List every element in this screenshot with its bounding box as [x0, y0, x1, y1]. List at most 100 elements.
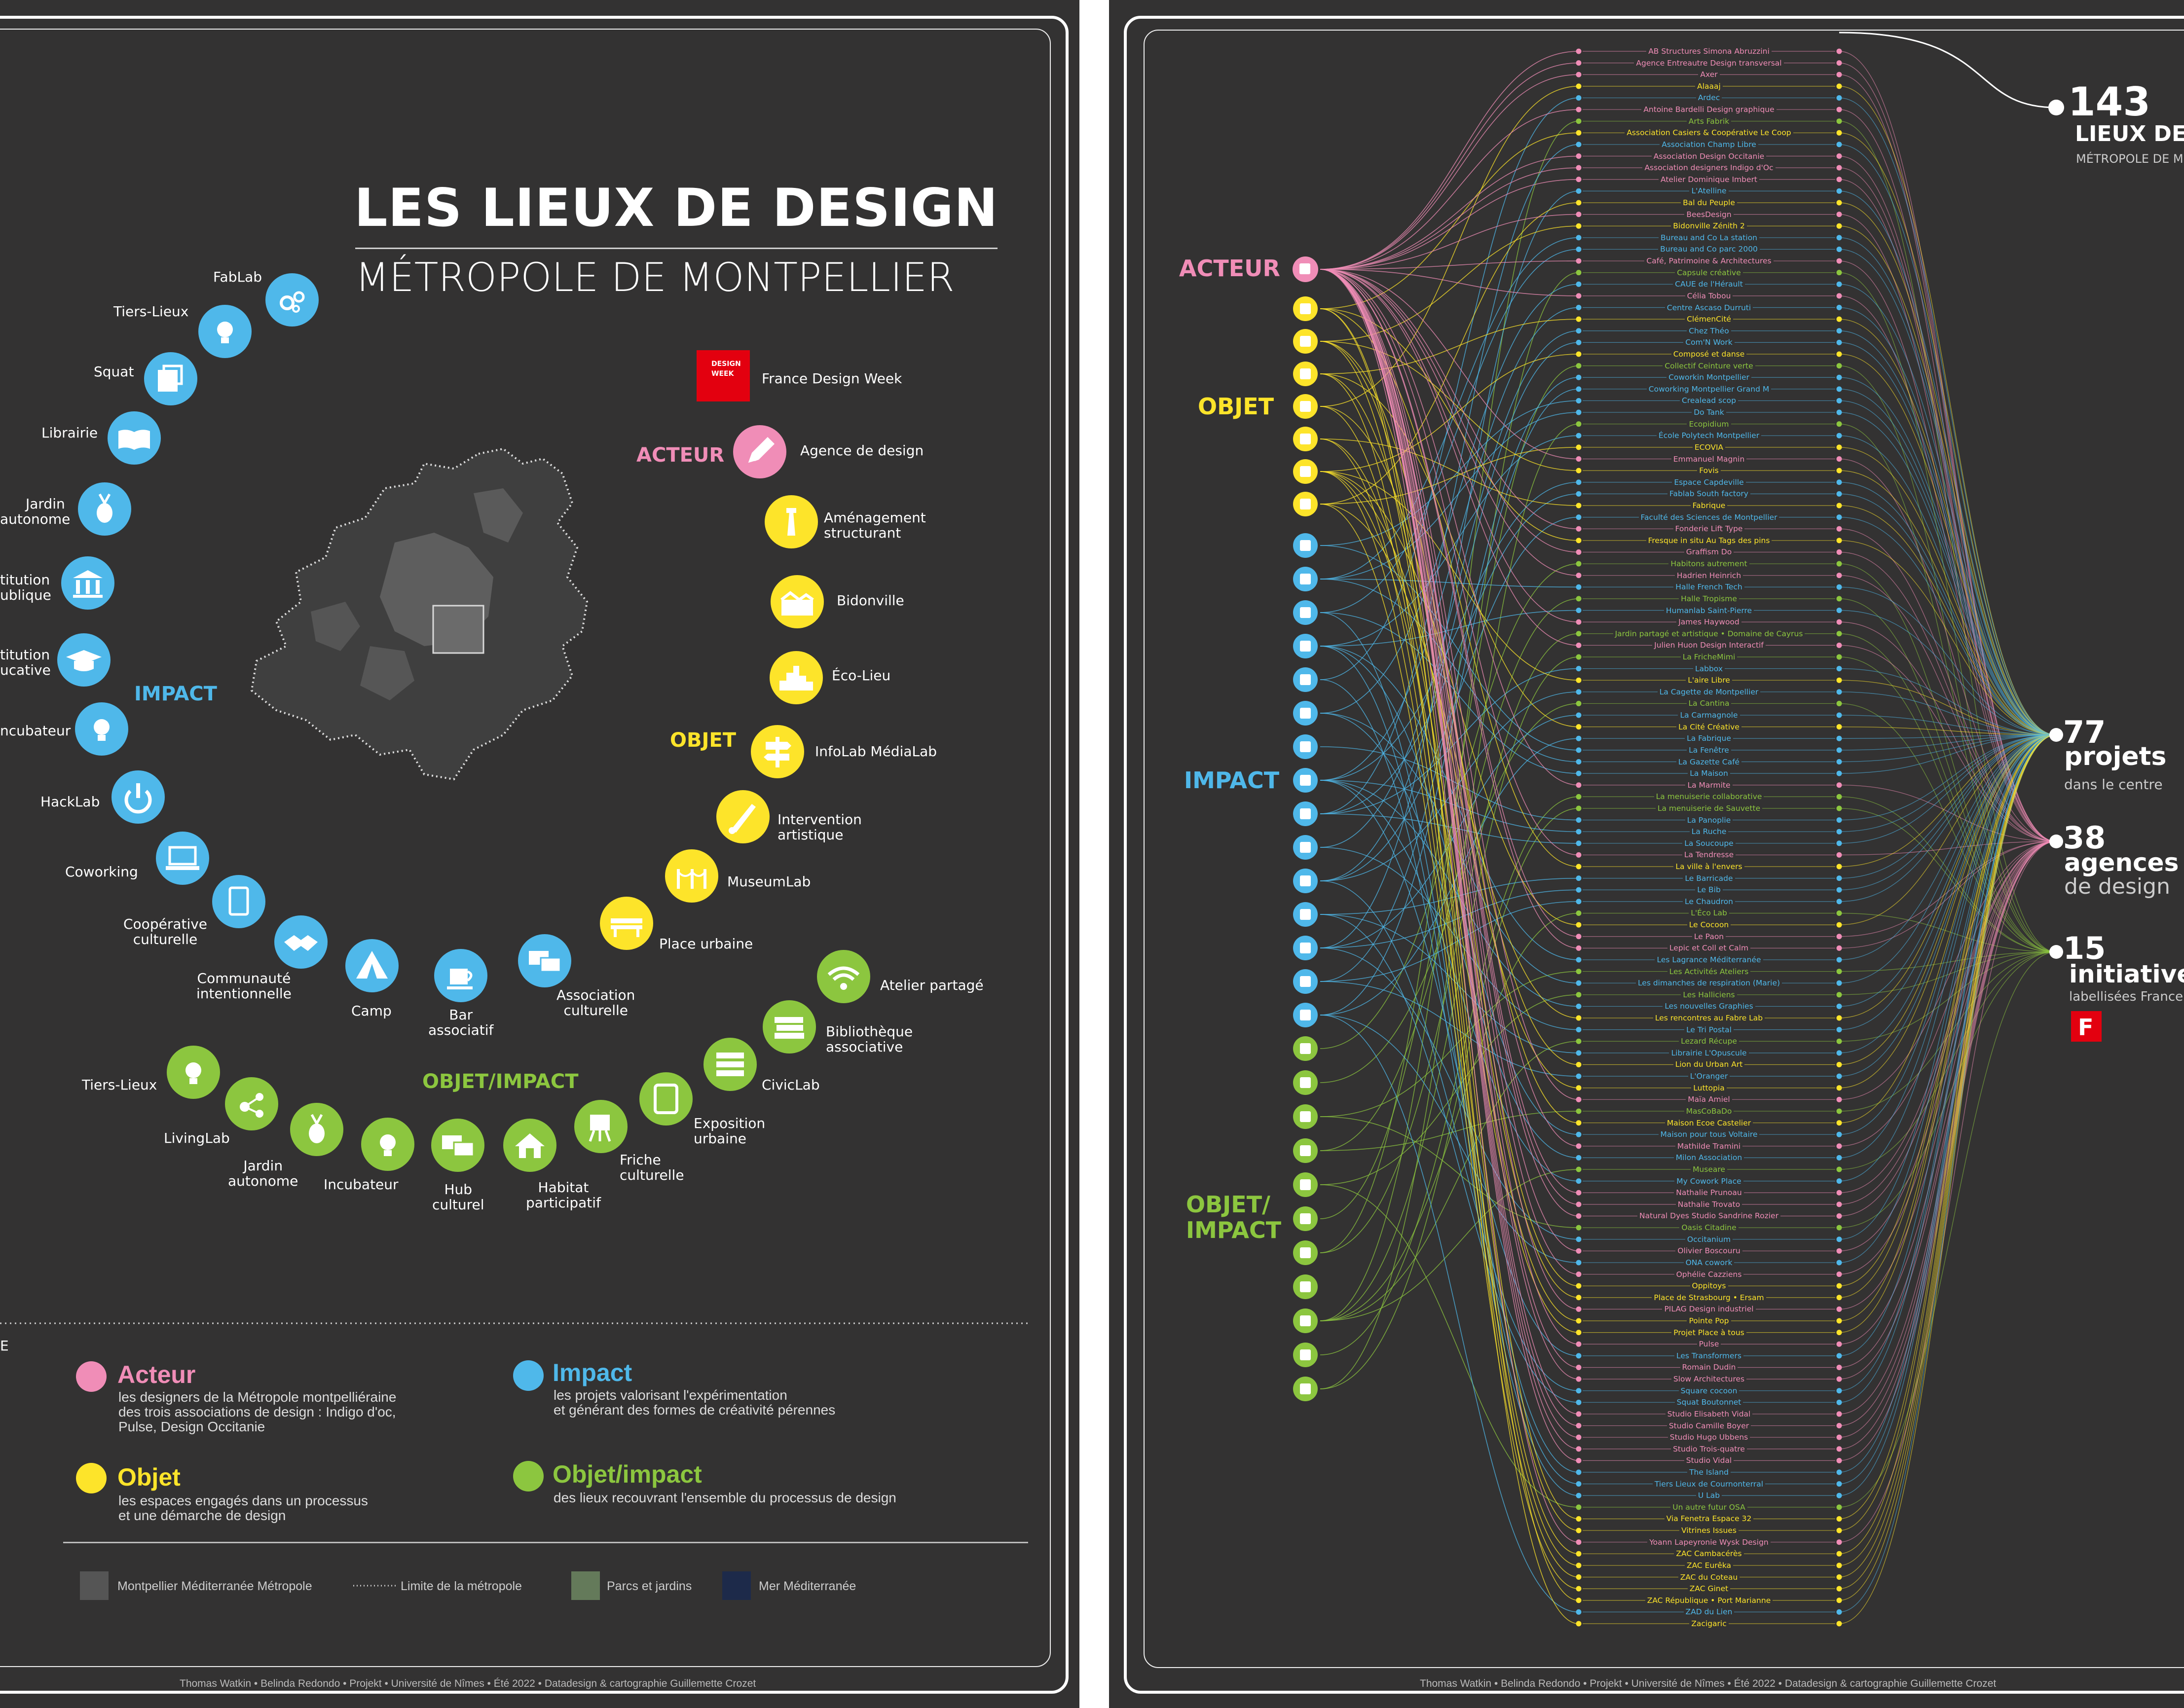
place-name: Nathalie Prunoau	[1586, 1188, 1832, 1198]
link-place-to-stat	[1839, 202, 2057, 735]
place-name: BeesDesign	[1586, 210, 1832, 219]
place-right-dot	[1836, 444, 1842, 450]
place-left-dot	[1576, 724, 1582, 730]
link-type-to-place	[1320, 471, 1579, 1089]
place-name: ZAC Eurêka	[1586, 1561, 1832, 1570]
place-right-dot	[1836, 1318, 1842, 1324]
link-type-to-place	[1320, 646, 1579, 1485]
place-name-text: Habitons autrement	[1668, 559, 1749, 569]
place-name: Librairie L'Opuscule	[1586, 1048, 1832, 1057]
type-habitat-participatif	[503, 1119, 556, 1172]
link-type-to-place	[1320, 796, 1579, 1355]
right-category-objet-impact: OBJET/IMPACT	[1186, 1191, 1282, 1243]
link-place-to-stat	[1839, 734, 2057, 774]
link-type-to-place	[1320, 481, 1579, 781]
link-place-to-stat	[1839, 470, 2057, 735]
place-right-dot	[1836, 1434, 1842, 1440]
link-type-to-place	[1320, 1041, 1579, 1321]
place-name-text: Nathalie Trovato	[1675, 1199, 1742, 1209]
place-left-dot	[1576, 1539, 1582, 1545]
place-left-dot	[1576, 1598, 1582, 1603]
place-left-dot	[1576, 654, 1582, 660]
category-objet-impact-label: OBJET/IMPACT	[422, 1070, 579, 1093]
place-right-dot	[1836, 48, 1842, 54]
place-left-dot	[1576, 235, 1582, 241]
place-left-dot	[1576, 305, 1582, 311]
link-type-to-place	[1320, 471, 1579, 1333]
poster-frame	[0, 16, 1069, 1694]
type-node-impact	[1293, 1003, 1318, 1027]
type-institution-educative	[57, 633, 111, 687]
place-name-text: Les Halliciens	[1681, 990, 1737, 999]
place-name: L'aire Libre	[1586, 676, 1832, 685]
link-place-to-stat	[1839, 412, 2057, 735]
place-right-dot	[1836, 1551, 1842, 1557]
place-name: Studio Hugo Ubbens	[1586, 1433, 1832, 1442]
place-right-dot	[1836, 433, 1842, 438]
place-name-text: Labbox	[1693, 664, 1725, 673]
place-name-text: La Fenêtre	[1687, 745, 1731, 755]
place-left-dot	[1576, 980, 1582, 986]
credits-footer-right: Thomas Watkin • Belinda Redondo • Projek…	[1420, 1678, 1997, 1689]
place-left-dot	[1576, 922, 1582, 928]
place-left-dot	[1576, 1527, 1582, 1533]
place-name: Alaaaj	[1586, 81, 1832, 91]
place-right-dot	[1836, 1516, 1842, 1522]
place-left-dot	[1576, 1155, 1582, 1161]
place-name: Agence Entreautre Design transversal	[1586, 58, 1832, 68]
place-name-text: Jardin partagé et artistique • Domaine d…	[1613, 629, 1805, 638]
place-left-dot	[1576, 398, 1582, 403]
type-node-glyph-icon	[1300, 741, 1311, 752]
place-name-text: Studio Hugo Ubbens	[1667, 1433, 1750, 1442]
place-name-text: Le Chaudron	[1683, 897, 1735, 906]
link-type-to-place	[1320, 579, 1579, 588]
place-name: ZAD du Lien	[1586, 1607, 1832, 1617]
place-right-dot	[1836, 829, 1842, 835]
link-place-to-stat	[1839, 734, 2057, 1403]
link-place-to-stat	[1839, 734, 2057, 751]
place-right-dot	[1836, 642, 1842, 648]
link-type-to-place	[1320, 912, 1579, 1321]
link-type-to-place	[1320, 373, 1579, 727]
place-name-text: La menuiserie de Sauvette	[1655, 803, 1763, 813]
type-cooperative-culturelle-label: Coopérative culturelle	[123, 916, 208, 947]
server-icon	[716, 1053, 744, 1076]
place-right-dot	[1836, 1085, 1842, 1091]
place-name: Lezard Récupe	[1586, 1037, 1832, 1046]
place-name: U Lab	[1586, 1491, 1832, 1500]
place-left-dot	[1576, 491, 1582, 497]
place-right-dot	[1836, 95, 1842, 101]
place-name: Le Tri Postal	[1586, 1025, 1832, 1034]
place-left-dot	[1576, 293, 1582, 299]
link-type-to-place	[1320, 109, 1579, 270]
place-left-dot	[1576, 666, 1582, 672]
place-left-dot	[1576, 1108, 1582, 1114]
place-name: La Soucoupe	[1586, 838, 1832, 848]
frame-icon	[654, 1084, 678, 1114]
place-name: Le Barricade	[1586, 873, 1832, 883]
legend-objet-desc: les espaces engagés dans un processus et…	[118, 1493, 368, 1523]
place-right-dot	[1836, 60, 1842, 66]
place-name: Do Tank	[1586, 408, 1832, 417]
stat-logo-letter: F	[2078, 1014, 2094, 1041]
place-right-dot	[1836, 759, 1842, 765]
place-right-dot	[1836, 118, 1842, 124]
place-name: Le Cocoon	[1586, 920, 1832, 930]
place-name: Les rencontres au Fabre Lab	[1586, 1014, 1832, 1023]
place-left-dot	[1576, 363, 1582, 369]
type-node-objet	[1293, 492, 1318, 516]
gears-icon	[280, 291, 305, 313]
type-node-glyph-icon	[1300, 674, 1311, 685]
place-right-dot	[1836, 631, 1842, 637]
place-right-dot	[1836, 1598, 1842, 1603]
place-name-text: Célia Tobou	[1685, 291, 1733, 300]
place-left-dot	[1576, 712, 1582, 718]
link-type-to-place	[1320, 579, 1579, 763]
type-jardin-autonome	[78, 482, 131, 536]
place-name: Capsule créative	[1586, 268, 1832, 277]
place-right-dot	[1836, 1108, 1842, 1114]
place-name: L'Atelline	[1586, 186, 1832, 196]
link-type-to-place	[1320, 354, 1579, 472]
place-right-dot	[1836, 724, 1842, 730]
link-place-to-stat	[1839, 516, 2057, 735]
